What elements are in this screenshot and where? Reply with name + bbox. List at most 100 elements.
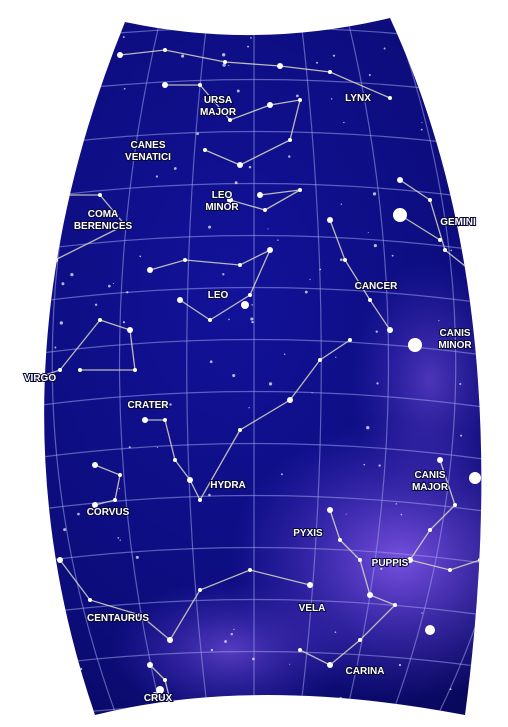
star [198,588,202,592]
bright-star [241,301,249,309]
faint-star [335,356,337,358]
constellation-label: CENTAURUS [87,613,149,624]
faint-star [251,320,254,324]
constellation-label: PYXIS [293,528,323,539]
faint-star [484,235,486,237]
faint-star [208,225,212,229]
faint-star [181,54,185,58]
star [388,96,392,100]
faint-star [233,112,237,115]
grid-meridian [386,18,457,715]
faint-star [345,513,347,515]
faint-star [366,426,370,430]
faint-star [11,234,13,236]
faint-star [222,63,226,67]
constellation-label: HYDRA [210,480,246,491]
faint-star [117,537,120,539]
faint-star [398,663,402,667]
star [238,263,242,267]
faint-star [383,47,386,50]
grid-meridian [186,18,211,715]
star [343,258,347,262]
constellation-label: MAJOR [412,482,449,493]
star [147,662,153,668]
star [288,138,292,142]
star [88,598,92,602]
constellation-figure [399,179,471,271]
faint-star [118,487,121,490]
faint-star [40,673,42,675]
faint-star [460,434,463,437]
star [348,338,352,342]
faint-star [372,192,377,196]
star [138,613,142,617]
constellation-label: VIRGO [24,373,56,384]
faint-star [395,503,398,505]
faint-star [2,260,4,262]
faint-star [119,539,121,541]
star [142,417,148,423]
faint-star [420,128,423,131]
faint-star [319,268,322,271]
faint-star [44,255,46,257]
faint-star [502,478,503,479]
star [267,102,273,108]
faint-star [83,1,86,4]
faint-star [208,493,211,497]
constellation-figure [149,664,171,701]
faint-star [376,382,379,385]
star [327,507,333,513]
faint-star [44,220,46,223]
star [223,60,227,64]
star [127,327,133,333]
star [92,502,98,508]
star [228,118,232,122]
constellation-label: CANIS [439,328,470,339]
star [298,648,302,652]
faint-star [3,549,5,551]
star [163,678,167,682]
faint-star [59,652,63,655]
faint-star [1,450,2,451]
faint-star [232,373,236,378]
faint-star [450,249,453,252]
star [307,582,313,588]
star [428,528,432,532]
constellation-figure [119,49,391,99]
constellation-label: CRUX [144,693,173,704]
star [98,318,102,322]
constellation-label: CANIS [414,470,445,481]
star [438,238,442,242]
faint-star [94,303,98,306]
faint-star [283,353,286,355]
constellation-label: CANCER [355,281,399,292]
star [318,358,322,362]
bright-star [408,338,422,352]
constellation-figure [399,214,441,241]
star [52,192,58,198]
faint-star [296,94,299,98]
star [443,248,447,252]
faint-star [222,273,225,276]
faint-star [173,167,177,170]
constellation-label: CRATER [128,400,170,411]
faint-star [311,392,313,394]
faint-star [210,648,214,652]
star [98,193,102,197]
labels: URSAMAJORLYNXCANESVENATICILEOMINORCOMABE… [23,92,477,705]
constellation-label: GEMINI [440,217,476,228]
star [187,477,193,483]
star [52,257,58,263]
constellation-label: CANES [130,140,165,151]
faint-star [309,278,311,280]
star [173,458,177,462]
star [453,503,457,507]
faint-star [250,37,252,39]
faint-star [277,239,279,241]
star [277,63,283,69]
star [257,192,263,198]
star [167,637,173,643]
faint-star [234,181,238,185]
faint-star [343,121,345,124]
faint-star [122,321,126,324]
